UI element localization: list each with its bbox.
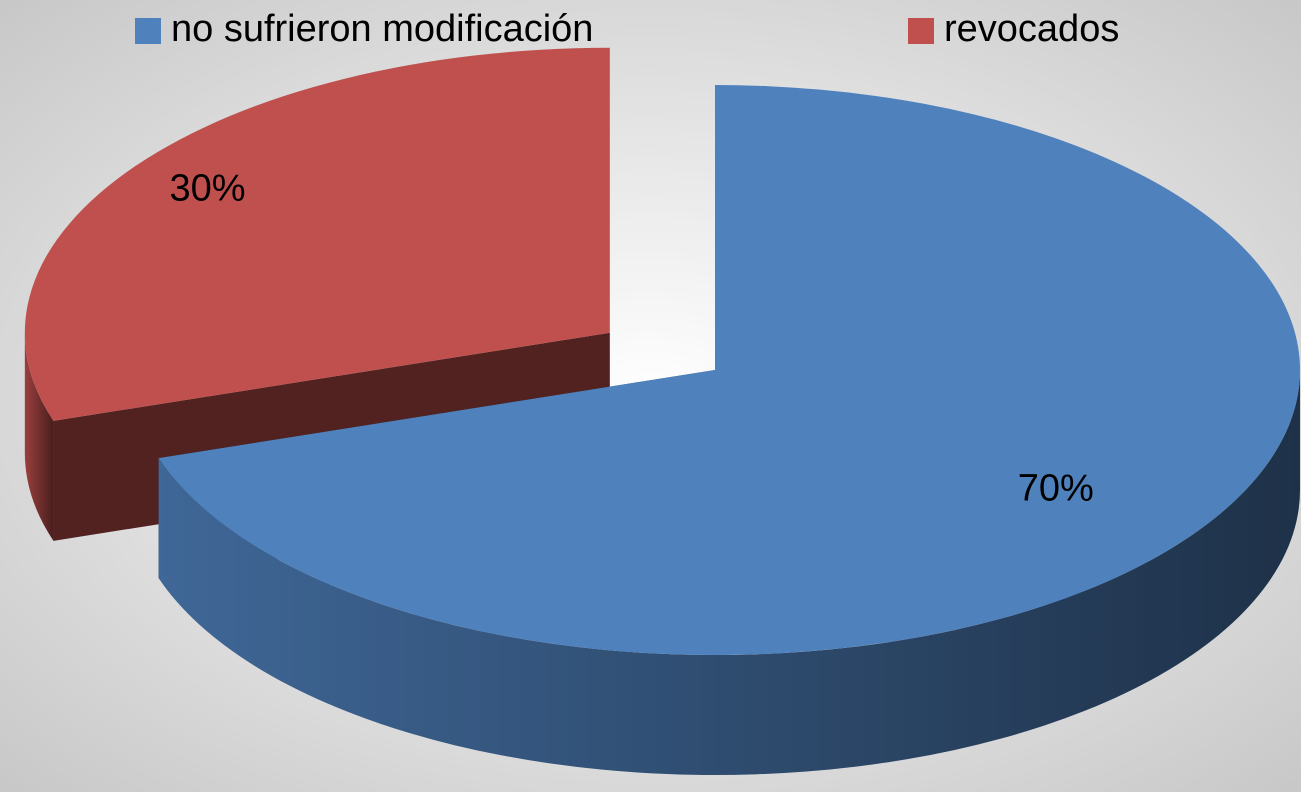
legend-label: no sufrieron modificación xyxy=(171,8,593,50)
legend-swatch xyxy=(135,18,161,44)
slice-top xyxy=(158,85,1300,655)
legend-swatch xyxy=(908,18,934,44)
data-label: 70% xyxy=(1018,468,1094,510)
legend-label: revocados xyxy=(944,8,1119,50)
pie-slice xyxy=(158,85,1300,775)
slice-top xyxy=(24,47,610,421)
slice-wall xyxy=(24,332,54,541)
slice-wall xyxy=(158,370,1300,775)
data-label: 30% xyxy=(170,167,246,209)
